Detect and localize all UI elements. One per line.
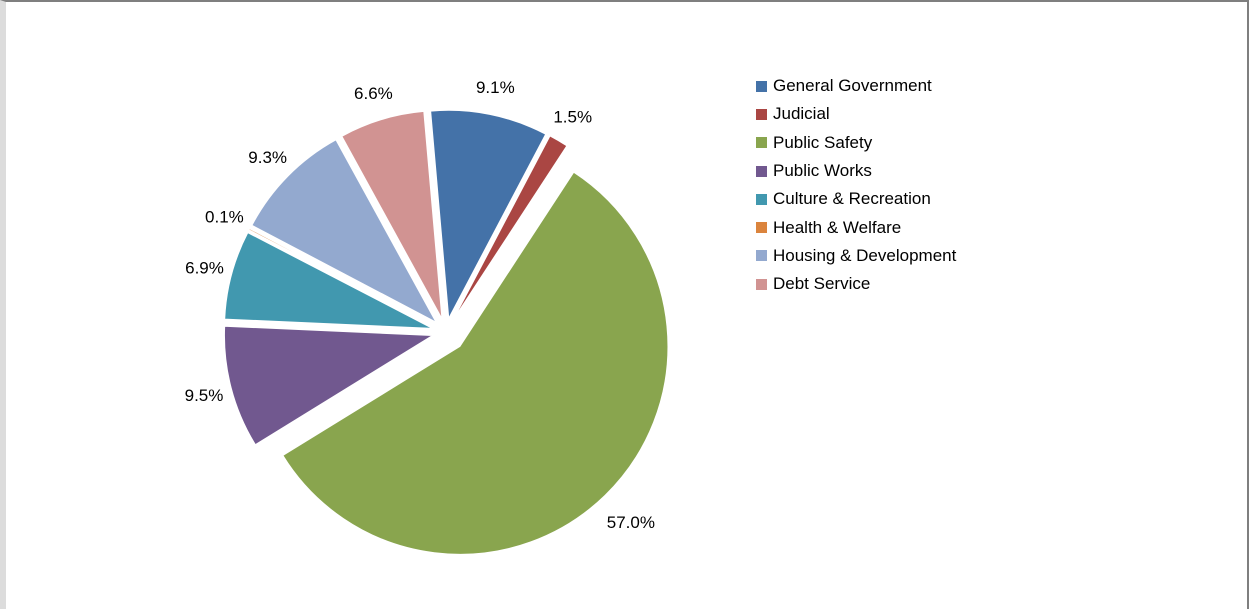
legend-label: General Government — [773, 76, 932, 96]
legend-item: Debt Service — [756, 270, 956, 298]
pie-slice-culture-recreation — [224, 231, 433, 329]
legend-swatch — [756, 108, 767, 120]
legend-swatch — [756, 278, 767, 290]
legend-item: Public Works — [756, 157, 956, 185]
legend-label: Culture & Recreation — [773, 189, 931, 209]
legend-item: Culture & Recreation — [756, 185, 956, 213]
pie-slice-housing-development — [251, 139, 438, 324]
legend-swatch — [756, 222, 767, 234]
legend-label: Public Works — [773, 161, 872, 181]
data-label-housing-development: 9.3% — [248, 148, 287, 167]
pie-slice-debt-service — [341, 110, 443, 319]
legend-swatch — [756, 165, 767, 177]
legend-swatch — [756, 250, 767, 262]
legend-swatch — [756, 80, 767, 92]
data-label-public-works: 9.5% — [185, 386, 224, 405]
pie-slice-judicial — [452, 135, 568, 321]
legend-swatch — [756, 193, 767, 205]
data-label-health-welfare: 0.1% — [205, 207, 244, 226]
pie-slice-health-welfare — [248, 227, 434, 326]
legend: General Government Judicial Public Safety P… — [756, 72, 956, 298]
legend-item: Judicial — [756, 100, 956, 128]
legend-label: Debt Service — [773, 274, 871, 294]
legend-swatch — [756, 137, 767, 149]
pie-chart: 9.1% 1.5% 57.0% 9.5% 6.9% 0.1% 9.3% 6.6% — [185, 78, 669, 555]
pie-slice-general-government — [430, 109, 547, 321]
legend-label: Public Safety — [773, 132, 873, 152]
legend-item: Housing & Development — [756, 242, 956, 270]
data-label-culture-recreation: 6.9% — [185, 258, 224, 277]
legend-item: Health & Welfare — [756, 213, 956, 241]
pie-slice-public-safety — [282, 171, 669, 555]
legend-label: Housing & Development — [773, 245, 957, 265]
data-label-general-government: 9.1% — [476, 78, 515, 97]
legend-label: Judicial — [773, 104, 830, 124]
data-label-public-safety: 57.0% — [607, 513, 655, 532]
data-label-judicial: 1.5% — [553, 108, 592, 127]
legend-label: Health & Welfare — [773, 217, 902, 237]
legend-item: Public Safety — [756, 129, 956, 157]
data-label-debt-service: 6.6% — [354, 84, 393, 103]
pie-slice-public-works — [223, 325, 435, 446]
legend-item: General Government — [756, 72, 956, 100]
